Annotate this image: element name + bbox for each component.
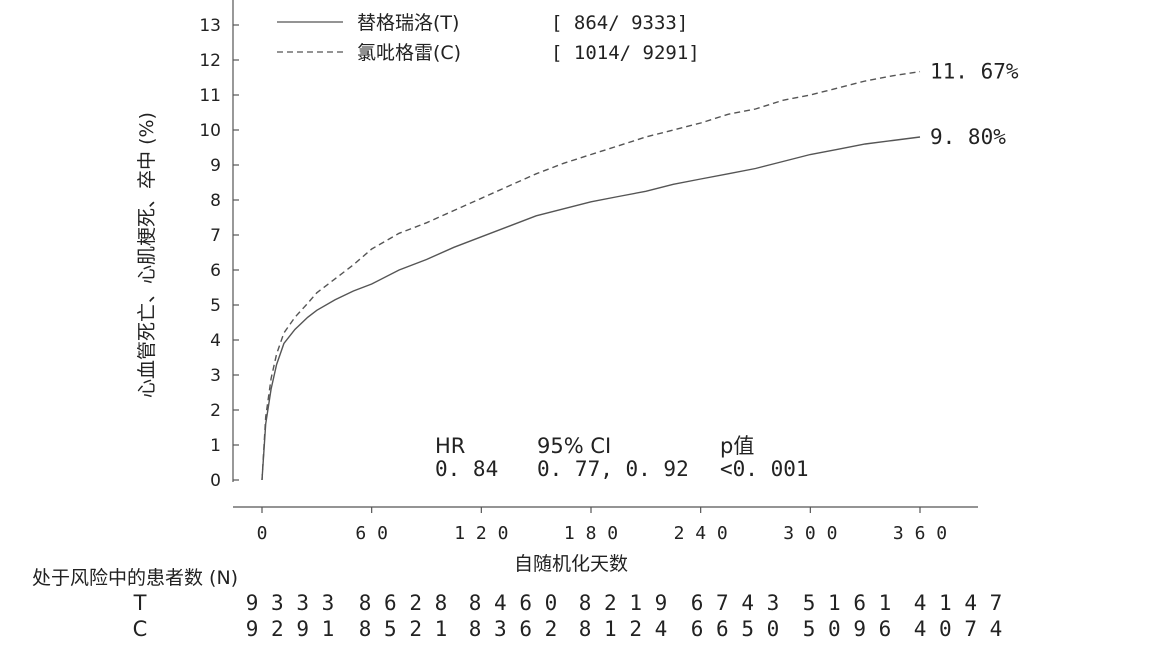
labels: 自随机化天数 心血管死亡、心肌梗死、卒中 (%) 9. 80% 11. 67% 替格瑞洛… [136,12,1019,575]
y-tick-label: 0 [210,471,221,491]
curve-ticagrelor [261,136,921,481]
stats-value: 0. 77, 0. 92 [537,457,689,481]
y-tick-label: 6 [210,261,221,281]
y-tick-label: 11 [199,86,221,106]
x-tick-label: 1 8 0 [564,523,618,544]
y-tick-label: 1 [210,436,221,456]
y-tick-label: 9 [210,156,221,176]
curve-clopidogrel [261,70,921,481]
end-label-ticagrelor: 9. 80% [930,125,1006,149]
y-axis-label: 心血管死亡、心肌梗死、卒中 (%) [136,112,158,398]
y-tick-label: 3 [210,366,221,386]
stats-header: HR [435,434,465,458]
y-tick-label: 12 [199,51,221,71]
x-tick-label: 3 6 0 [893,523,947,544]
x-tick-label: 1 2 0 [454,523,508,544]
legend-label: 氯吡格雷(C) [357,42,461,64]
x-tick-label: 2 4 0 [674,523,728,544]
curves [261,70,921,481]
x-tick-label: 0 [257,523,268,544]
y-tick-label: 8 [210,191,221,211]
x-axis-label: 自随机化天数 [514,553,628,575]
legend-label: 替格瑞洛(T) [357,12,459,34]
y-tick-label: 4 [210,331,221,351]
legend-count: [ 864/ 9333] [551,12,688,34]
y-tick-label: 5 [210,296,221,316]
stats-value: 0. 84 [435,457,498,481]
y-tick-label: 7 [210,226,221,246]
y-tick-label: 10 [199,121,221,141]
y-tick-label: 2 [210,401,221,421]
x-tick-label: 6 0 [355,523,388,544]
legend-count: [ 1014/ 9291] [551,42,700,64]
end-label-clopidogrel: 11. 67% [930,60,1019,84]
y-tick-label: 13 [199,16,221,36]
stats-value: <0. 001 [720,457,809,481]
stats-header: p值 [720,434,754,458]
stats-header: 95% CI [537,434,611,458]
x-tick-label: 3 0 0 [783,523,837,544]
